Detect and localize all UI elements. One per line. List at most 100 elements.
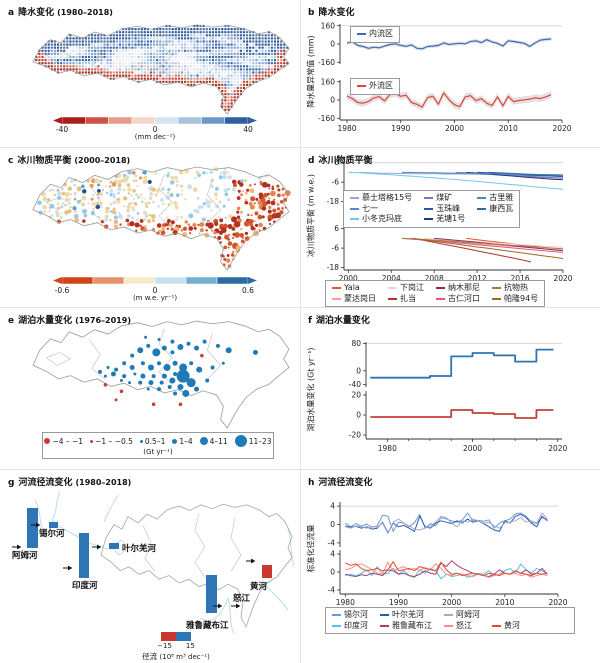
- legend-swatch: [436, 287, 445, 290]
- svg-text:1990: 1990: [391, 124, 410, 133]
- legend-swatch: [350, 197, 359, 200]
- legend-swatch: [332, 624, 341, 627]
- lake-dot-icon: [44, 438, 51, 444]
- colorbar: [53, 276, 257, 285]
- svg-text:1990: 1990: [389, 598, 408, 607]
- panel-f-lake-chart: f 湖泊水量变化 湖泊水量变化 (Gt yr⁻¹) 80 0 -40 20 0 -20 198…: [300, 308, 600, 469]
- svg-text:2010: 2010: [499, 124, 518, 133]
- subplot-0: 4 0 -4: [328, 502, 558, 547]
- svg-text:黄河: 黄河: [250, 581, 268, 592]
- svg-text:2000: 2000: [339, 274, 358, 283]
- svg-text:20: 20: [351, 391, 361, 400]
- svg-text:2000: 2000: [442, 598, 461, 607]
- svg-text:-160: -160: [318, 58, 335, 67]
- plateau-outline: [32, 166, 290, 271]
- svg-text:-18: -18: [327, 263, 339, 272]
- svg-text:-40: -40: [349, 380, 361, 389]
- svg-text:160: 160: [321, 21, 336, 30]
- svg-text:雅鲁藏布江: 雅鲁藏布江: [185, 620, 229, 631]
- legend-swatch: [477, 197, 487, 200]
- plateau-outline: [100, 503, 293, 629]
- legend-label: 康西瓦: [489, 203, 514, 213]
- svg-text:4: 4: [330, 550, 335, 559]
- svg-text:-18: -18: [327, 197, 339, 206]
- legend-outer-basin: 外流区: [350, 78, 400, 95]
- panel-b-title: b 降水变化: [308, 8, 355, 18]
- colorbar-c-unit: (m w.e. yr⁻¹): [132, 294, 178, 302]
- legend-label: 抗物热: [504, 283, 528, 292]
- svg-text:4: 4: [330, 502, 335, 511]
- legend-label: 扎当: [400, 293, 416, 303]
- legend-swatch: [444, 614, 453, 617]
- legend-label: 下岗江: [400, 283, 424, 292]
- panel-d-title: d 冰川物质平衡: [308, 156, 373, 166]
- svg-text:-6: -6: [332, 244, 340, 253]
- colorbar-a-unit: (mm dec⁻¹): [134, 133, 176, 141]
- legend-label: 蒙达岗日: [344, 293, 376, 303]
- lake-dot-icon: [234, 435, 247, 447]
- glacier-legend-blue: 慕士塔格15号 七一 小冬克玛底 煤矿 玉珠峰 羌塘1号 古里雅 康西瓦: [343, 190, 521, 228]
- legend-label: 纳木那尼: [448, 283, 480, 292]
- svg-text:2000: 2000: [445, 124, 464, 133]
- lake-dot-icon: [139, 439, 143, 443]
- lake-dots: [98, 335, 258, 407]
- legend-label: 锡尔河: [344, 610, 368, 619]
- panel-divider-row2: [0, 307, 600, 308]
- legend-label: 内流区: [369, 29, 393, 38]
- legend-swatch: [444, 624, 453, 627]
- svg-text:印度河: 印度河: [72, 580, 98, 591]
- svg-text:1980: 1980: [337, 124, 356, 133]
- legend-label: 慕士塔格15号: [362, 193, 413, 202]
- legend-swatch: [424, 218, 434, 221]
- plateau-outline: [32, 24, 290, 115]
- legend-label: 小冬克玛底: [362, 214, 402, 223]
- legend-label: 古里雅: [489, 193, 514, 202]
- svg-text:2020: 2020: [553, 274, 572, 283]
- legend-label: 阿姆河: [456, 610, 480, 619]
- svg-text:6: 6: [334, 224, 339, 233]
- panel-divider-vertical: [300, 0, 301, 663]
- panel-e-lake-map: e 湖泊水量变化 (1976–2019) −4 – −1 −1 – −0.5 0.5…: [0, 308, 300, 469]
- colorbar-a-max: 40: [243, 125, 253, 134]
- svg-text:0: 0: [330, 520, 335, 529]
- colorbar-c-max: 0.6: [242, 286, 254, 295]
- panel-h-title: h 河流径流变化: [308, 478, 373, 488]
- subplot-0: 80 0 -40: [349, 339, 562, 389]
- runoff-legend-values: −15 15: [157, 642, 195, 650]
- legend-swatch: [380, 624, 389, 627]
- legend-label: −4 – −1: [52, 436, 84, 446]
- legend-label: 黄河: [504, 620, 520, 630]
- panel-d-ylabel: 冰川物质平衡 (m w.e.): [306, 174, 316, 257]
- svg-text:0: 0: [330, 568, 335, 577]
- svg-text:6: 6: [334, 158, 339, 167]
- legend-label: 雅鲁藏布江: [392, 620, 432, 630]
- legend-swatch: [357, 33, 366, 36]
- panel-e-title: e 湖泊水量变化 (1976–2019): [8, 316, 131, 326]
- legend-label: 0.5–1: [144, 436, 166, 446]
- legend-swatch: [424, 197, 434, 200]
- runoff-legend: −15 15 径流 (10⁸ m³ dec⁻¹): [140, 632, 212, 662]
- legend-label: −1 – −0.5: [95, 436, 133, 446]
- river-legend: 锡尔河 印度河 叶尔羌河 雅鲁藏布江 阿姆河 怒江 - 黄河: [325, 607, 575, 634]
- runoff-legend-bars: [161, 632, 191, 641]
- legend-swatch: [332, 297, 341, 300]
- legend-inner-basin: 内流区: [350, 26, 400, 43]
- svg-text:0: 0: [330, 40, 335, 49]
- svg-text:2016: 2016: [511, 274, 530, 283]
- panel-f-ylabel: 湖泊水量变化 (Gt yr⁻¹): [306, 347, 316, 432]
- lake-dot-icon: [172, 438, 178, 444]
- svg-text:2020: 2020: [548, 598, 567, 607]
- lake-dot-icon: [90, 439, 94, 443]
- glacier-dot-field: [37, 167, 291, 268]
- svg-text:怒江: 怒江: [233, 593, 251, 604]
- legend-label: 羌塘1号: [436, 214, 466, 223]
- legend-swatch: [380, 614, 389, 617]
- runoff-bars: [12, 508, 272, 613]
- svg-text:0: 0: [356, 411, 361, 420]
- svg-text:2000: 2000: [463, 444, 482, 453]
- legend-swatch: [388, 287, 397, 290]
